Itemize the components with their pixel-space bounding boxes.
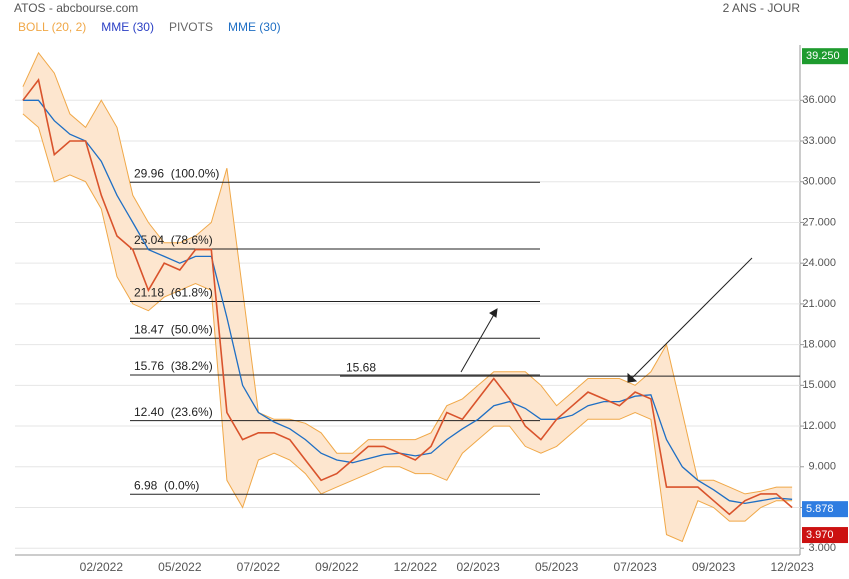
fib-label: 29.96 (100.0%) [134, 166, 219, 180]
legend-entry: PIVOTS [169, 20, 213, 34]
fib-label: 6.98 (0.0%) [134, 478, 199, 492]
legend-entry: MME (30) [228, 20, 281, 34]
y-tick-label: 27.000 [802, 216, 836, 228]
price-tag-label: 5.878 [806, 503, 834, 515]
x-tick-label: 05/2023 [535, 560, 579, 574]
x-tick-label: 07/2022 [237, 560, 281, 574]
x-tick-label: 02/2022 [80, 560, 124, 574]
y-tick-label: 9.000 [808, 461, 836, 473]
y-tick-label: 18.000 [802, 339, 836, 351]
price-tag [802, 527, 848, 544]
fib-label: 21.18 (61.8%) [134, 286, 213, 300]
y-tick-label: 21.000 [802, 298, 836, 310]
bollinger-upper [22, 51, 793, 495]
x-tick-label: 12/2023 [770, 560, 814, 574]
x-tick-label: 09/2022 [315, 560, 359, 574]
bollinger-lower [22, 113, 793, 543]
y-tick-label: 30.000 [802, 176, 836, 188]
price-tag [802, 501, 848, 518]
y-tick-label: 12.000 [802, 420, 836, 432]
chart-title: ATOS - abcbourse.com [14, 1, 138, 15]
pivot-label: 15.68 [346, 360, 376, 374]
fib-label: 12.40 (23.6%) [134, 405, 213, 419]
arrows [460, 257, 753, 383]
fib-label: 18.47 (50.0%) [134, 322, 213, 336]
legend-entry: BOLL (20, 2) [18, 20, 86, 34]
mme-line [22, 99, 793, 505]
price-tag-label: 39.250 [806, 50, 840, 62]
fib-label: 15.76 (38.2%) [134, 359, 213, 373]
y-tick-label: 15.000 [802, 379, 836, 391]
price-tag-label: 3.970 [806, 529, 834, 541]
x-tick-label: 05/2022 [158, 560, 202, 574]
price-line [22, 78, 793, 516]
fib-label: 25.04 (78.6%) [134, 233, 213, 247]
y-tick-label: 36.000 [802, 94, 836, 106]
y-tick-label: 33.000 [802, 135, 836, 147]
legend-entry: MME (30) [101, 20, 154, 34]
x-tick-label: 09/2023 [692, 560, 736, 574]
x-tick-label: 07/2023 [613, 560, 657, 574]
price-tag [802, 48, 848, 65]
chart-subtitle: 2 ANS - JOUR [723, 1, 801, 15]
y-tick-label: 24.000 [802, 257, 836, 269]
x-tick-label: 02/2023 [456, 560, 500, 574]
y-tick-label: 3.000 [808, 542, 836, 554]
x-tick-label: 12/2022 [394, 560, 438, 574]
